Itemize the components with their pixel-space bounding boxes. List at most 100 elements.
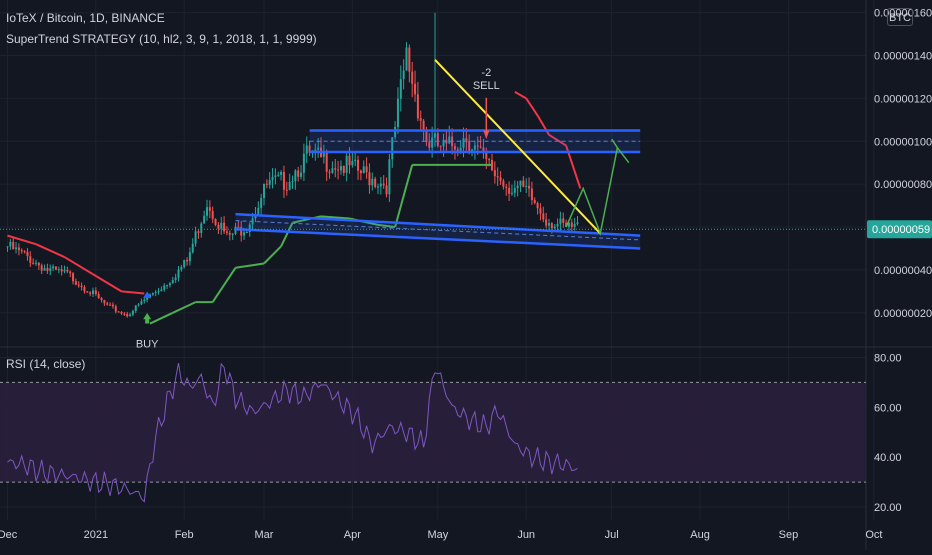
- candle-body: [510, 192, 513, 194]
- strategy-title[interactable]: SuperTrend STRATEGY (10, hl2, 3, 9, 1, 2…: [6, 32, 317, 46]
- candle-body: [271, 176, 274, 180]
- symbol-title[interactable]: IoTeX / Bitcoin, 1D, BINANCE: [6, 11, 165, 25]
- candle-body: [46, 268, 49, 271]
- candle-body: [49, 268, 52, 271]
- candle-body: [214, 218, 217, 226]
- candle-body: [411, 71, 414, 84]
- candle-body: [385, 185, 388, 195]
- candle-body: [442, 139, 445, 147]
- candle-body: [43, 268, 46, 271]
- candle-body: [428, 142, 431, 148]
- rsi-line: [7, 362, 578, 503]
- rsi-title[interactable]: RSI (14, close): [6, 357, 86, 371]
- supertrend-segment: [514, 91, 527, 100]
- candle-body: [519, 180, 522, 186]
- candle-body: [268, 179, 271, 185]
- candle-body: [479, 146, 482, 148]
- candle-body: [265, 183, 268, 185]
- drawings: [235, 59, 641, 250]
- buy-label: BUY: [136, 339, 159, 351]
- price-tick-label: 0.00000100: [874, 136, 932, 148]
- candle-body: [257, 207, 260, 215]
- candle-body: [337, 169, 340, 171]
- projection-arrowhead: [611, 138, 630, 164]
- candle-body: [80, 285, 83, 288]
- candle-body: [100, 298, 103, 301]
- candle-body: [72, 273, 75, 282]
- candle-body: [288, 181, 291, 190]
- candle-body: [6, 246, 9, 248]
- candle-body: [496, 176, 499, 178]
- price-tick-label: 0.00000120: [874, 93, 932, 105]
- supertrend-segment: [35, 243, 65, 258]
- candle-body: [408, 47, 411, 72]
- candle-body: [140, 301, 143, 305]
- candle-body: [92, 290, 94, 294]
- candle-body: [394, 127, 397, 138]
- candle-body: [282, 172, 285, 190]
- candle-body: [431, 137, 434, 148]
- candle-body: [240, 227, 243, 236]
- candle-body: [188, 252, 191, 262]
- axes: 0.000000200.000000400.000000600.00000080…: [0, 8, 932, 541]
- candle-body: [291, 181, 294, 183]
- candle-body: [505, 186, 508, 188]
- candle-body: [439, 145, 442, 147]
- x-tick-label: Mar: [255, 529, 274, 541]
- candle-body: [106, 303, 109, 305]
- x-tick-label: Apr: [344, 529, 361, 541]
- candle-body: [57, 269, 60, 271]
- x-tick-label: Feb: [175, 529, 194, 541]
- candle-body: [211, 210, 214, 219]
- candle-body: [331, 168, 334, 173]
- candle-body: [550, 223, 553, 229]
- candle-body: [570, 222, 573, 227]
- candle-body: [371, 178, 374, 186]
- candle-body: [348, 155, 351, 166]
- candle-body: [177, 269, 180, 278]
- candle-body: [388, 159, 391, 195]
- candle-body: [285, 189, 288, 191]
- candle-body: [379, 183, 382, 187]
- candle-body: [522, 180, 525, 187]
- lower-channel-top: [235, 212, 641, 237]
- candle-body: [314, 149, 317, 151]
- supertrend-segment: [121, 290, 145, 295]
- yellow-trendline: [434, 59, 602, 235]
- candle-body: [359, 170, 362, 174]
- candle-body: [83, 287, 86, 292]
- supertrend-segment: [263, 245, 282, 265]
- candle-body: [17, 247, 20, 251]
- candle-body: [493, 170, 496, 177]
- currency-badge[interactable]: BTC: [887, 8, 913, 26]
- candle-body: [302, 153, 305, 173]
- candle-body: [328, 171, 331, 173]
- candle-body: [15, 247, 18, 250]
- candle-body: [499, 177, 502, 181]
- candle-body: [513, 188, 516, 193]
- candle-body: [536, 203, 539, 209]
- candle-body: [414, 83, 417, 95]
- x-tick-label: Jun: [517, 529, 535, 541]
- rsi-tick-label: 60.00: [874, 402, 902, 414]
- price-tick-label: 0.00000040: [874, 265, 932, 277]
- candle-body: [77, 284, 80, 286]
- candle-body: [94, 290, 97, 295]
- candle-body: [471, 149, 474, 152]
- candle-body: [508, 187, 511, 194]
- rsi-band: [0, 381, 866, 483]
- candle-body: [274, 175, 277, 177]
- candle-body: [436, 133, 439, 146]
- candle-body: [280, 172, 283, 175]
- candle-body: [351, 160, 354, 166]
- candle-body: [542, 213, 545, 220]
- x-tick-label: Oct: [865, 529, 882, 541]
- supertrend-segment: [149, 311, 174, 325]
- candle-body: [109, 304, 112, 306]
- candle-body: [416, 94, 419, 119]
- rsi-band-fill: [0, 382, 866, 483]
- candle-body: [60, 269, 63, 272]
